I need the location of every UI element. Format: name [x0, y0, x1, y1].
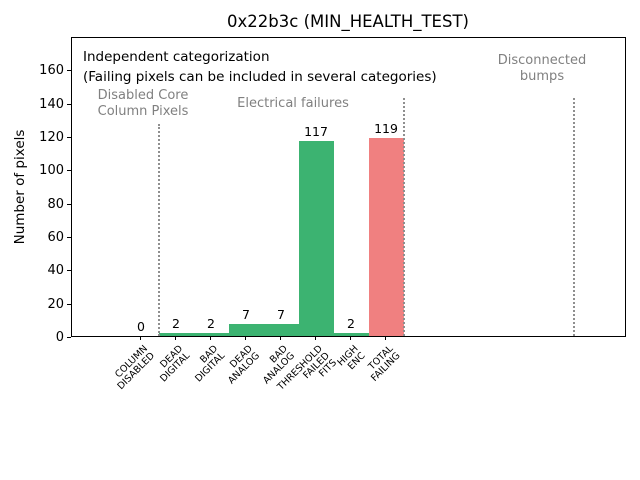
y-tick — [67, 303, 71, 305]
x-tick — [175, 336, 176, 340]
section-label-electrical-failures: Electrical failures — [237, 96, 349, 111]
bar-value-label: 0 — [137, 319, 145, 334]
x-tick — [350, 336, 351, 340]
y-tick — [67, 103, 71, 105]
y-tick-label: 60 — [47, 230, 64, 245]
y-tick — [67, 237, 71, 238]
bar-value-label: 2 — [347, 315, 355, 331]
x-tick-label-bad-digital: BAD DIGITAL — [193, 343, 228, 385]
x-tick-label-high-enc: HIGH ENC — [335, 343, 368, 373]
bar-dead-analog — [228, 324, 264, 336]
y-tick-label: 80 — [47, 196, 64, 212]
bar-value-label: 117 — [304, 124, 328, 139]
section-separator — [573, 98, 575, 336]
bar-threshold-failed-fits — [298, 141, 334, 336]
bar-value-label: 7 — [277, 307, 285, 323]
bar-value-label: 2 — [207, 315, 215, 331]
section-label-disabled-core-column-pixels: Disabled Core Column Pixels — [97, 88, 189, 119]
y-axis-label: Number of pixels — [12, 129, 28, 245]
section-separator — [402, 98, 405, 336]
x-tick — [315, 336, 316, 340]
bar-bad-digital — [193, 332, 229, 336]
plot-area: Independent categorization (Failing pixe… — [39, 37, 626, 393]
x-tick — [140, 336, 141, 340]
bar-value-label: 7 — [242, 307, 250, 323]
y-tick-label: 100 — [39, 163, 64, 179]
y-tick — [67, 70, 71, 72]
y-tick — [67, 137, 71, 138]
bar-dead-digital — [158, 332, 194, 336]
chart-title: 0x22b3c (MIN_HEALTH_TEST) — [227, 12, 469, 31]
y-tick — [67, 337, 71, 338]
x-tick-label-dead-analog: DEAD ANALOG — [226, 343, 263, 387]
bar-bad-analog — [263, 324, 299, 336]
bar-value-label: 2 — [172, 315, 180, 331]
x-tick-label-total-failing: TOTAL FAILING — [365, 343, 403, 384]
y-tick-label: 20 — [47, 296, 64, 312]
y-tick-label: 160 — [39, 63, 64, 79]
bar-value-label: 119 — [374, 120, 398, 136]
y-tick-label: 120 — [39, 130, 64, 145]
annotation-note: Independent categorization (Failing pixe… — [83, 48, 437, 87]
x-tick — [280, 336, 281, 340]
y-tick-label: 140 — [39, 96, 64, 112]
x-tick — [385, 336, 386, 340]
y-tick — [67, 270, 71, 272]
y-tick-label: 40 — [47, 263, 64, 279]
section-separator — [157, 124, 160, 336]
y-tick — [67, 170, 71, 172]
section-label-disconnected-bumps: Disconnected bumps — [497, 53, 587, 84]
x-tick-label-dead-digital: DEAD DIGITAL — [158, 343, 193, 385]
x-tick — [245, 336, 246, 340]
y-tick — [67, 203, 71, 205]
bar-high-enc — [333, 332, 369, 336]
y-tick-label: 0 — [55, 330, 64, 345]
annotation-line-1: Independent categorization — [83, 49, 270, 65]
x-tick-label-column-disabled: COLUMN DISABLED — [113, 343, 158, 393]
bar-total-failing — [368, 137, 404, 336]
annotation-line-2: (Failing pixels can be included in sever… — [83, 68, 437, 85]
x-tick — [210, 336, 211, 340]
